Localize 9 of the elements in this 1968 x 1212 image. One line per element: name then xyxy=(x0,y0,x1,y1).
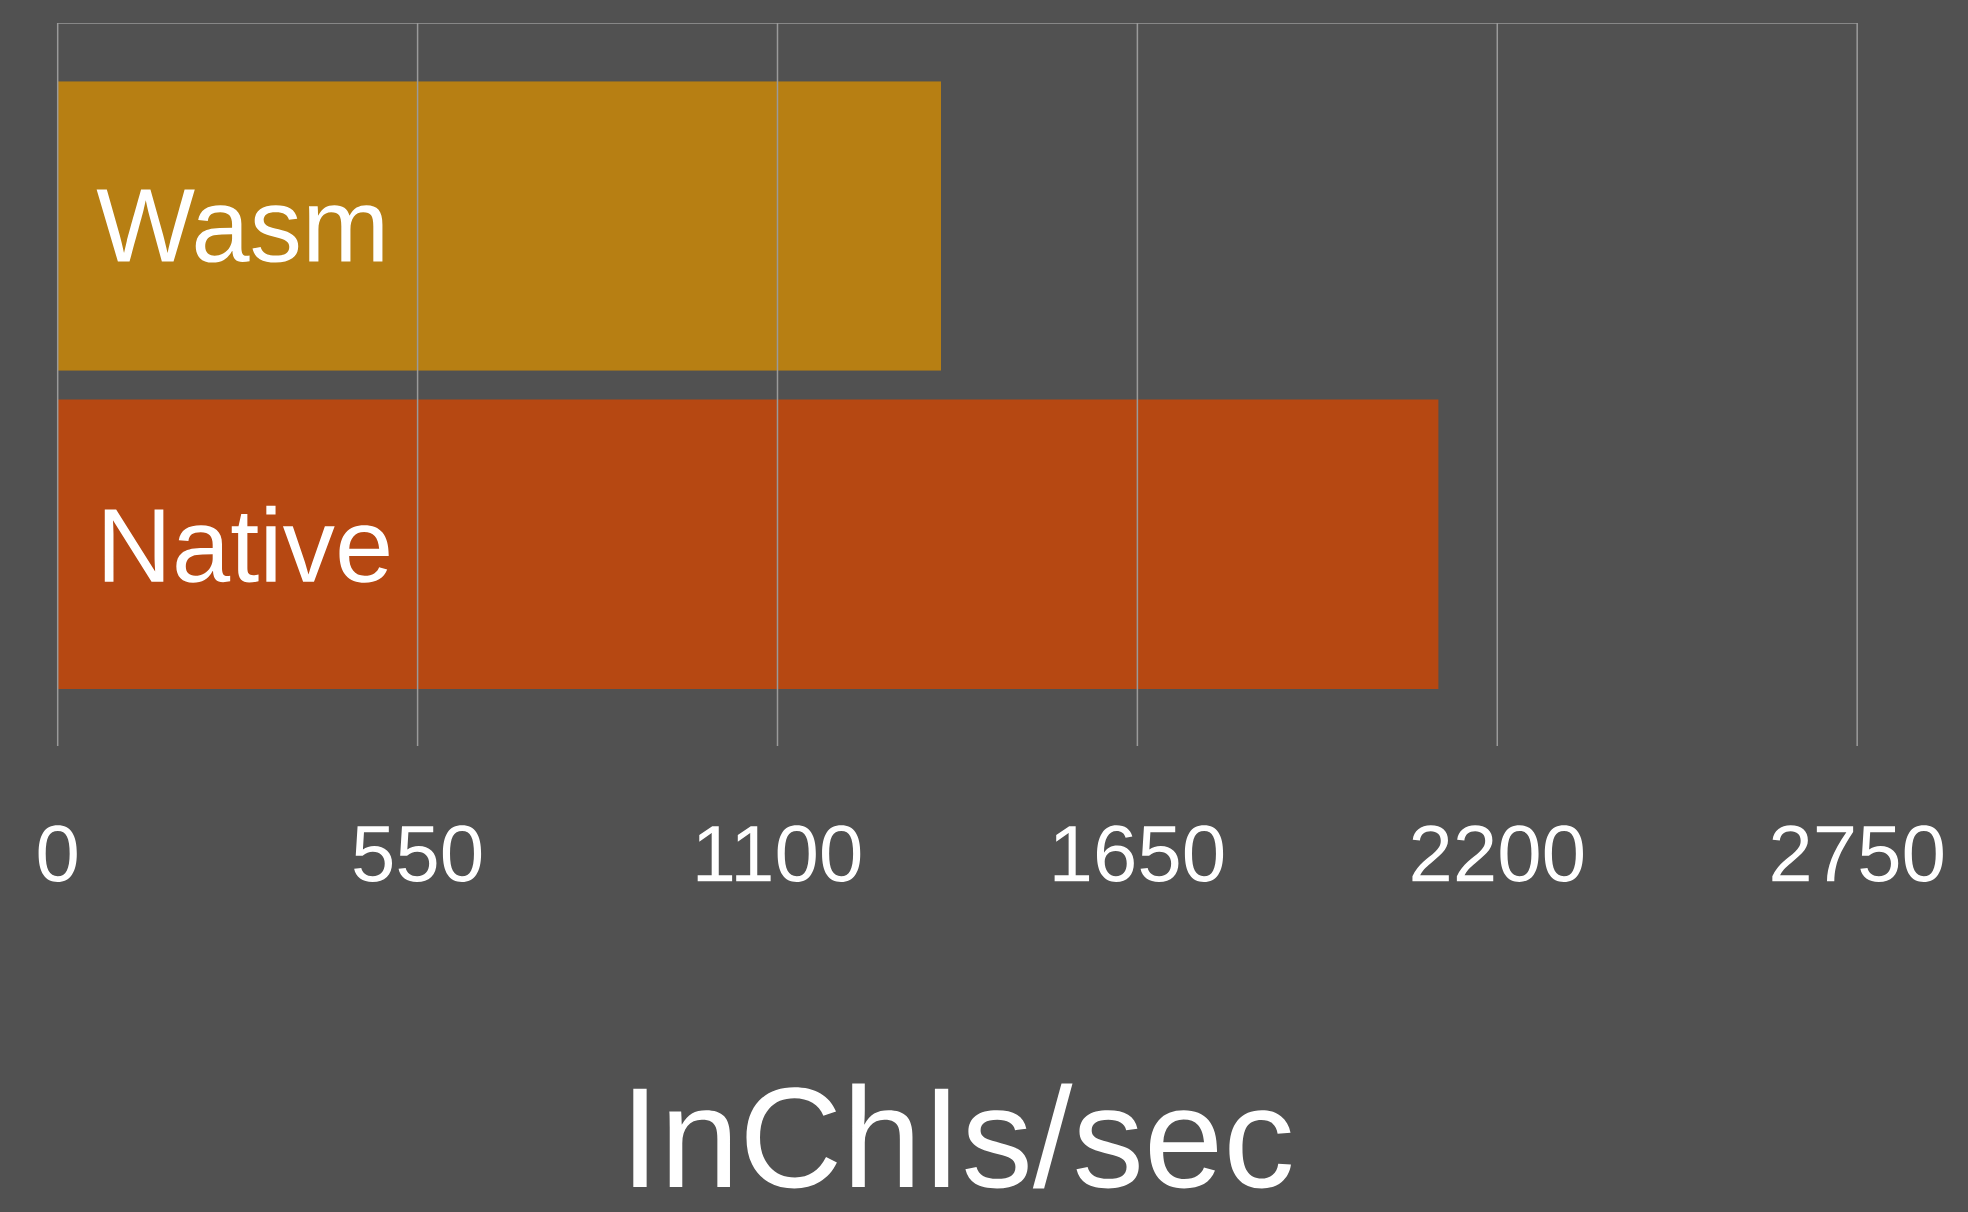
x-tick-label: 1100 xyxy=(697,825,861,882)
x-tick-label: 2750 xyxy=(1772,825,1943,882)
x-tick-label: 0 xyxy=(38,825,77,882)
x-tick-label: 2200 xyxy=(1412,825,1583,882)
x-tick-label: 1650 xyxy=(1054,825,1224,882)
y-tick-label: Native xyxy=(104,505,389,583)
y-tick-label: Wasm xyxy=(96,189,383,263)
x-tick-label: 550 xyxy=(354,825,482,882)
x-axis-title: InChIs/sec xyxy=(633,1083,1291,1189)
